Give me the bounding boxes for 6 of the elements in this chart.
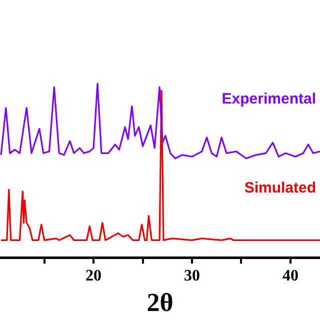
- series-label: Experimental: [222, 90, 316, 108]
- x-tick-label: 40: [282, 267, 298, 284]
- x-axis-title: 2θ: [146, 288, 174, 318]
- text: Simulated: [244, 179, 316, 196]
- x-tick-label: 30: [184, 267, 200, 284]
- x-tick-label: 20: [86, 267, 102, 284]
